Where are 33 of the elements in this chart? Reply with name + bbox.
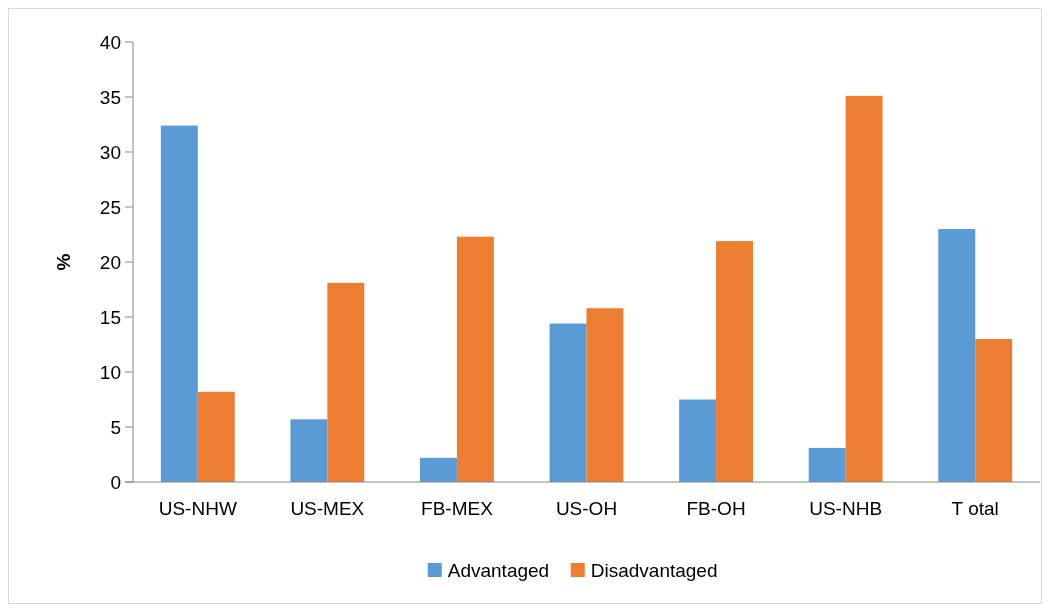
y-tick-label: 35 bbox=[99, 86, 121, 108]
bar bbox=[716, 241, 753, 482]
x-tick-label: T otal bbox=[951, 498, 999, 519]
bar bbox=[938, 229, 976, 482]
y-tick-label: 30 bbox=[99, 141, 121, 163]
bar bbox=[975, 339, 1013, 482]
legend-label: Disadvantaged bbox=[590, 559, 718, 581]
y-tick-label: 5 bbox=[110, 416, 121, 438]
y-tick-label: 15 bbox=[99, 306, 121, 328]
y-axis-title: % bbox=[53, 253, 74, 271]
y-tick-label: 25 bbox=[99, 196, 121, 218]
x-tick-label: US-NHW bbox=[158, 498, 237, 519]
y-tick-label: 40 bbox=[99, 31, 121, 53]
legend-label: Advantaged bbox=[447, 559, 550, 581]
bar bbox=[420, 457, 457, 482]
y-tick-label: 20 bbox=[99, 251, 121, 273]
bar bbox=[549, 323, 587, 482]
bar bbox=[456, 236, 494, 482]
bar bbox=[327, 282, 365, 482]
x-tick-label: US-NHB bbox=[809, 498, 883, 519]
x-tick-label: FB-OH bbox=[686, 498, 746, 519]
y-tick-label: 0 bbox=[110, 471, 121, 493]
bar bbox=[808, 447, 846, 482]
bar bbox=[845, 95, 883, 482]
bar bbox=[586, 308, 624, 482]
bar bbox=[160, 125, 198, 482]
y-tick-label: 10 bbox=[99, 361, 121, 383]
bar bbox=[679, 399, 717, 482]
bar bbox=[290, 419, 328, 482]
x-tick-label: US-OH bbox=[555, 498, 618, 519]
x-tick-label: US-MEX bbox=[290, 498, 365, 519]
x-tick-label: FB-MEX bbox=[421, 498, 494, 519]
bar bbox=[197, 391, 235, 482]
